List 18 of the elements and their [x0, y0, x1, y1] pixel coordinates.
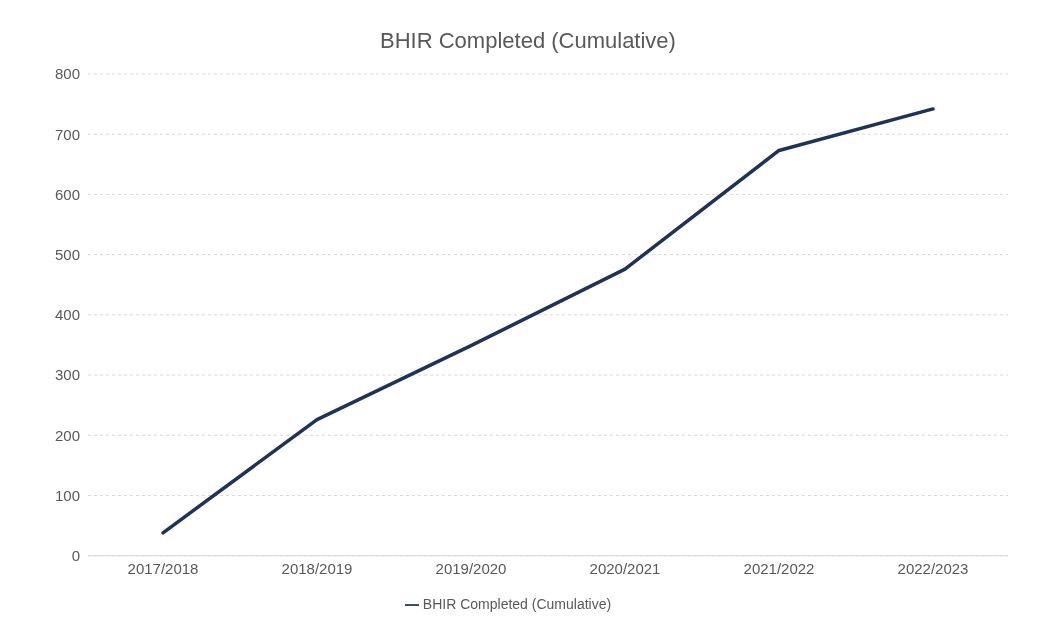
y-tick-label: 600	[54, 185, 80, 203]
line-series	[161, 107, 935, 535]
y-tick-label: 800	[54, 65, 80, 83]
y-tick-label: 300	[54, 366, 80, 384]
x-tick-label: 2019/2020	[435, 560, 507, 578]
x-tick-label: 2017/2018	[127, 560, 199, 578]
chart-title: BHIR Completed (Cumulative)	[379, 27, 677, 55]
x-tick-label: 2021/2022	[743, 560, 815, 578]
y-tick-label: 400	[54, 306, 80, 324]
legend-label: BHIR Completed (Cumulative)	[422, 595, 612, 612]
x-tick-label: 2018/2019	[281, 560, 353, 578]
x-tick-label: 2020/2021	[589, 560, 661, 578]
y-tick-label: 500	[54, 245, 80, 263]
y-tick-label: 0	[71, 547, 80, 565]
y-tick-label: 200	[54, 426, 80, 444]
x-tick-label: 2022/2023	[897, 560, 969, 578]
y-tick-label: 100	[54, 486, 80, 504]
y-tick-label: 700	[54, 125, 80, 143]
